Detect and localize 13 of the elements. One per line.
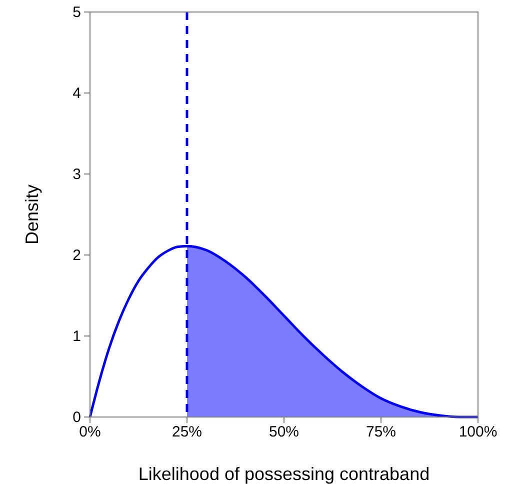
y-axis-title: Density [22,184,42,245]
y-tick-label: 2 [72,246,81,264]
y-tick-label: 1 [72,328,81,345]
y-tick-label: 5 [72,4,81,21]
y-tick-label: 4 [72,84,81,102]
y-tick-label: 0 [72,408,81,426]
x-tick-label: 100% [458,424,498,441]
x-tick-label: 25% [172,424,202,441]
y-tick-label: 3 [72,166,81,183]
x-tick-label: 0% [79,424,101,441]
x-axis-title: Likelihood of possessing contraband [138,464,430,484]
x-tick-label: 50% [268,424,300,441]
x-tick-label: 75% [366,424,396,441]
